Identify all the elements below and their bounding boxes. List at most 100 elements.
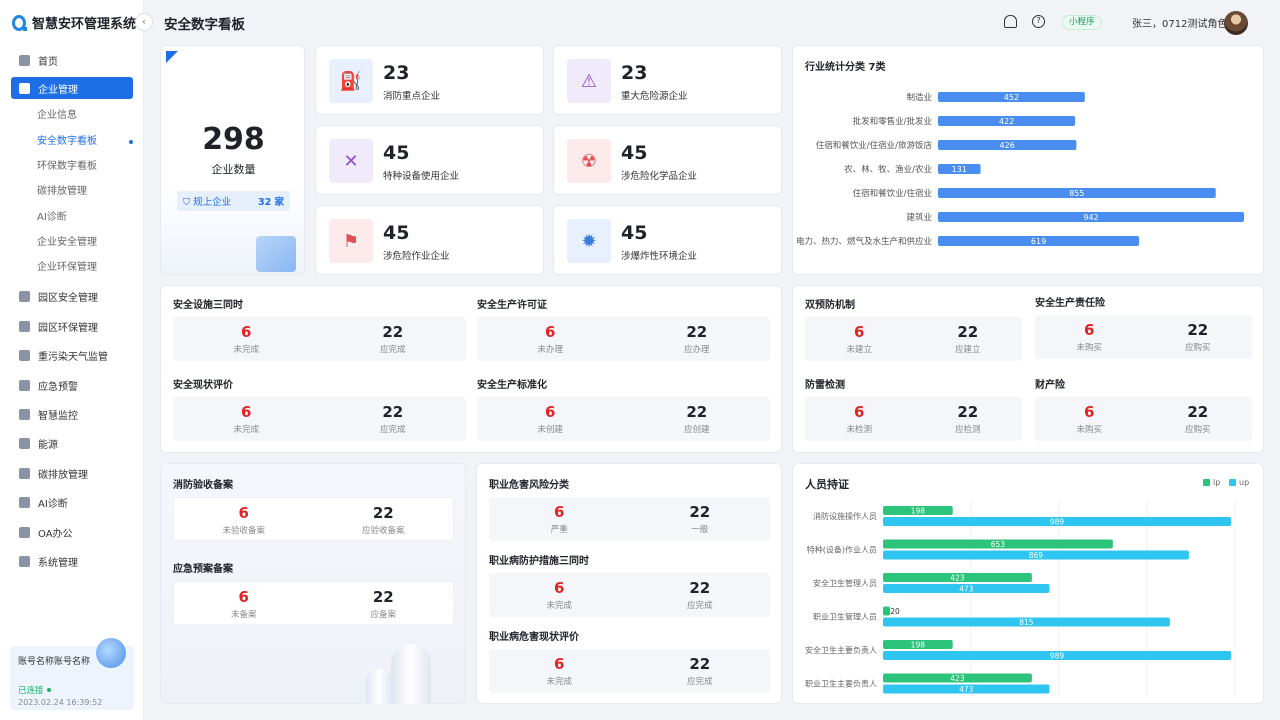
sidebar-item-label: 园区环保管理 <box>38 322 98 334</box>
tile-label: 消防重点企业 <box>383 91 441 102</box>
badge-label: 规上企业 <box>193 197 232 208</box>
sidebar-item-system[interactable]: 系统管理 <box>0 549 144 574</box>
tile-hazard-source[interactable]: ⚠ 23 重大危险源企业 <box>553 45 782 115</box>
sidebar-item-enterprise[interactable]: 企业管理 <box>11 77 133 100</box>
stat-pair[interactable]: 6 未完成 22 应完成 <box>173 317 466 361</box>
stat-pair[interactable]: 6 未建立 22 应建立 <box>805 317 1022 361</box>
personnel-bar-lp[interactable] <box>883 539 1113 549</box>
personnel-bar-up[interactable] <box>883 584 1050 593</box>
sidebar-sub-env-dashboard[interactable]: 环保数字看板 <box>37 160 97 172</box>
industry-bar[interactable] <box>938 188 1216 198</box>
category-label: 特种(设备)作业人员 <box>807 545 877 555</box>
mini-program-button[interactable]: 小程序 <box>1062 15 1102 30</box>
tile-label: 特种设备使用企业 <box>383 171 460 182</box>
sidebar-sub-enterprise-env[interactable]: 企业环保管理 <box>37 262 97 274</box>
personnel-bar-up[interactable] <box>883 617 1170 627</box>
sidebar-sub-ai[interactable]: AI诊断 <box>37 211 67 223</box>
user-name[interactable]: 张三，0712测试角色 <box>1132 19 1228 30</box>
sidebar-item-emergency[interactable]: 应急预警 <box>0 373 144 398</box>
sidebar-item-label: OA办公 <box>38 528 73 540</box>
sidebar-item-oa[interactable]: OA办公 <box>0 520 144 545</box>
shield-illustration-icon <box>256 236 296 272</box>
page-title: 安全数字看板 <box>164 17 245 33</box>
personnel-bar-lp[interactable] <box>883 506 953 515</box>
personnel-bar-up[interactable] <box>883 651 1232 660</box>
category-label: 批发和零售业/批发业 <box>853 116 932 127</box>
sidebar-sub-carbon[interactable]: 碳排放管理 <box>37 186 87 198</box>
sidebar-sub-enterprise-safety[interactable]: 企业安全管理 <box>37 236 97 248</box>
personnel-bar-lp[interactable] <box>883 573 1032 582</box>
stat-label: 应完成 <box>379 345 406 355</box>
avatar[interactable] <box>1224 11 1248 35</box>
industry-bar[interactable] <box>938 164 981 174</box>
industry-bar[interactable] <box>938 92 1085 102</box>
safety-card: 安全设施三同时 6 未完成 22 应完成 安全生产许可证 6 未办理 22 应办理 安全现状… <box>160 285 782 453</box>
sidebar-item-park-safety[interactable]: 园区安全管理 <box>0 284 144 309</box>
tile-label: 涉危险化学品企业 <box>621 171 698 182</box>
stat-value: 22 <box>372 588 394 606</box>
fire-hydrant-icon: ⛽ <box>329 59 373 103</box>
industry-bar[interactable] <box>938 212 1244 222</box>
bar-value-label: 989 <box>1050 518 1065 527</box>
tile-fire[interactable]: ⛽ 23 消防重点企业 <box>315 45 544 115</box>
stat-value: 6 <box>241 323 252 341</box>
category-label: 建筑业 <box>906 212 932 223</box>
sidebar-sub-safety-dashboard[interactable]: 安全数字看板 <box>0 129 144 154</box>
stat-label: 未购买 <box>1076 343 1102 353</box>
personnel-bar-up[interactable] <box>883 550 1189 560</box>
tile-dangerous-work[interactable]: ⚑ 45 涉危险作业企业 <box>315 205 544 275</box>
sidebar: 智慧安环管理系统 首页 企业管理 企业信息 安全数字看板 环保数字看板 碳排放管… <box>0 0 144 720</box>
sidebar-item-park-env[interactable]: 园区环保管理 <box>0 314 144 339</box>
collapse-sidebar-button[interactable]: ‹ <box>135 13 153 31</box>
industry-bar[interactable] <box>938 236 1140 246</box>
sidebar-item-home[interactable]: 首页 <box>0 48 144 73</box>
sidebar-item-carbon[interactable]: 碳排放管理 <box>0 461 144 486</box>
stat-pair[interactable]: 6 未备案 22 应备案 <box>173 581 454 625</box>
stat-pair[interactable]: 6 未检测 22 应检测 <box>805 397 1022 441</box>
stat-pair[interactable]: 6 未购买 22 应购买 <box>1035 397 1252 441</box>
app-logo[interactable]: 智慧安环管理系统 <box>12 13 136 32</box>
enterprise-icon <box>19 82 30 94</box>
section-title: 安全生产许可证 <box>477 300 547 311</box>
personnel-bar-lp[interactable] <box>883 640 953 649</box>
stat-label: 应购买 <box>1184 343 1211 353</box>
stat-pair[interactable]: 6 未完成 22 应完成 <box>173 397 466 441</box>
sidebar-item-ai[interactable]: AI诊断 <box>0 490 144 515</box>
stat-pair[interactable]: 6 严重 22 一般 <box>489 497 770 541</box>
bell-icon[interactable] <box>1004 15 1017 28</box>
help-icon[interactable]: ? <box>1032 15 1045 28</box>
sidebar-item-energy[interactable]: 能源 <box>0 431 144 456</box>
category-label: 安全卫生管理人员 <box>813 578 877 588</box>
stat-value: 6 <box>854 403 865 421</box>
sidebar-item-monitor[interactable]: 智慧监控 <box>0 402 144 427</box>
stat-pair[interactable]: 6 未完成 22 应完成 <box>489 649 770 693</box>
industry-bar[interactable] <box>938 140 1077 150</box>
corner-flag-icon <box>166 51 178 63</box>
stat-pair[interactable]: 6 未购买 22 应购买 <box>1035 315 1252 359</box>
connection-status-text: 已连接 <box>18 686 44 696</box>
header: 安全数字看板 ? 小程序 张三，0712测试角色 <box>144 0 1280 44</box>
connection-status: 已连接 <box>18 684 126 696</box>
tile-value: 45 <box>621 222 648 244</box>
tile-explosive[interactable]: ✹ 45 涉爆炸性环境企业 <box>553 205 782 275</box>
sidebar-item-label: 重污染天气监管 <box>38 352 108 364</box>
stat-pair[interactable]: 6 未创建 22 应创建 <box>477 397 770 441</box>
stat-pair[interactable]: 6 未验收备案 22 应验收备案 <box>173 497 454 541</box>
stat-pair[interactable]: 6 未办理 22 应办理 <box>477 317 770 361</box>
scale-enterprise-badge[interactable]: ⛉ 规上企业 32 家 <box>177 191 290 211</box>
personnel-bar-up[interactable] <box>883 517 1232 526</box>
legend-up[interactable]: up <box>1229 478 1249 487</box>
sidebar-item-pollution[interactable]: 重污染天气监管 <box>0 343 144 368</box>
personnel-bar-up[interactable] <box>883 684 1050 694</box>
personnel-bar-lp[interactable] <box>883 673 1032 683</box>
industry-bar[interactable] <box>938 116 1076 126</box>
account-panel[interactable]: 账号名称账号名称 已连接 2023.02.24 16:39:52 <box>10 638 134 710</box>
section-title: 双预防机制 <box>805 300 855 311</box>
tile-chemicals[interactable]: ☢ 45 涉危险化学品企业 <box>553 125 782 195</box>
sidebar-sub-enterprise-info[interactable]: 企业信息 <box>37 110 77 122</box>
stat-label: 未建立 <box>846 345 872 355</box>
personnel-bar-lp[interactable] <box>883 606 891 616</box>
tile-special-equipment[interactable]: ✕ 45 特种设备使用企业 <box>315 125 544 195</box>
legend-lp[interactable]: lp <box>1203 478 1220 487</box>
stat-pair[interactable]: 6 未完成 22 应完成 <box>489 573 770 617</box>
